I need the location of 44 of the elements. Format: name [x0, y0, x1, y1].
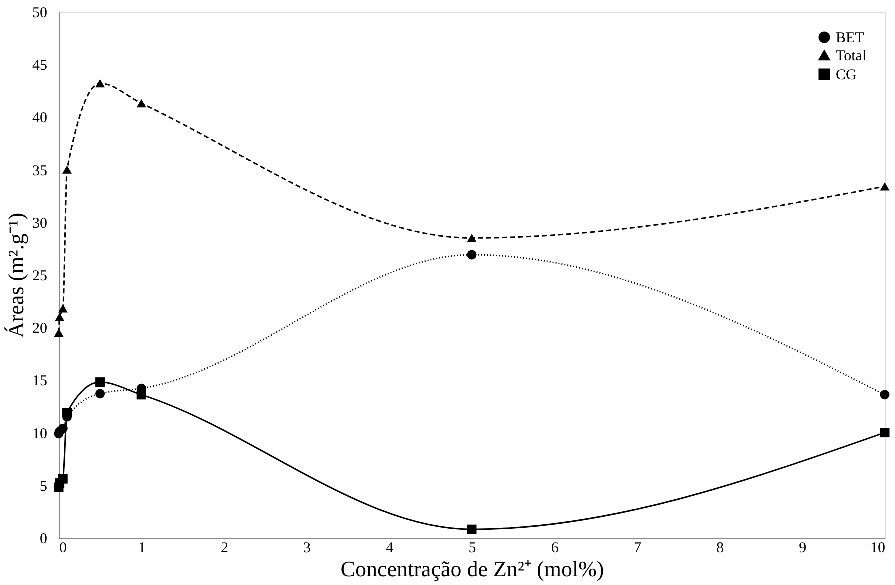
x-tick-label: 6: [551, 540, 560, 556]
y-tick-label: 30: [32, 216, 48, 232]
x-tick-label: 2: [220, 540, 228, 556]
y-tick-label: 45: [32, 58, 48, 74]
point: [136, 99, 146, 108]
point: [467, 234, 477, 242]
x-tick-label: 3: [304, 540, 312, 556]
x-tick-label: 7: [634, 540, 642, 556]
point: [880, 182, 890, 191]
point: [467, 524, 477, 534]
x-tick-label: 4: [386, 540, 394, 556]
y-tick-label: 5: [40, 478, 48, 495]
point: [96, 378, 106, 388]
y-tick-label: 25: [32, 268, 48, 284]
y-tick-label: 20: [32, 321, 48, 338]
y-tick-label: 10: [32, 426, 48, 442]
point: [880, 390, 890, 400]
point: [880, 428, 890, 438]
point: [54, 328, 64, 337]
x-tick-label: 8: [716, 540, 724, 556]
x-tick-label: 10: [870, 540, 886, 556]
point: [58, 474, 68, 484]
point: [96, 79, 106, 88]
y-tick-label: 40: [32, 110, 48, 127]
x-axis-title: Concentração de Zn²⁺ (mol%): [340, 556, 604, 582]
y-tick-label: 35: [32, 163, 48, 180]
x-tick-label: 5: [468, 540, 476, 556]
legend-label: Total: [836, 48, 867, 64]
x-tick-label: 9: [799, 540, 807, 556]
point: [467, 250, 477, 260]
point: [62, 408, 72, 418]
x-tick-label: 0: [60, 540, 67, 556]
point: [55, 312, 65, 322]
point: [96, 389, 106, 399]
point: [58, 304, 68, 313]
x-tick-label: 1: [138, 540, 146, 556]
y-tick-label: 50: [32, 6, 48, 22]
y-tick-label: 15: [32, 374, 48, 390]
y-axis-title: Áreas (m².g⁻¹): [4, 212, 28, 338]
point: [58, 424, 68, 434]
legend-label: CG: [836, 68, 858, 84]
point: [62, 166, 72, 174]
point: [136, 390, 146, 400]
legend-label: BET: [836, 30, 864, 46]
